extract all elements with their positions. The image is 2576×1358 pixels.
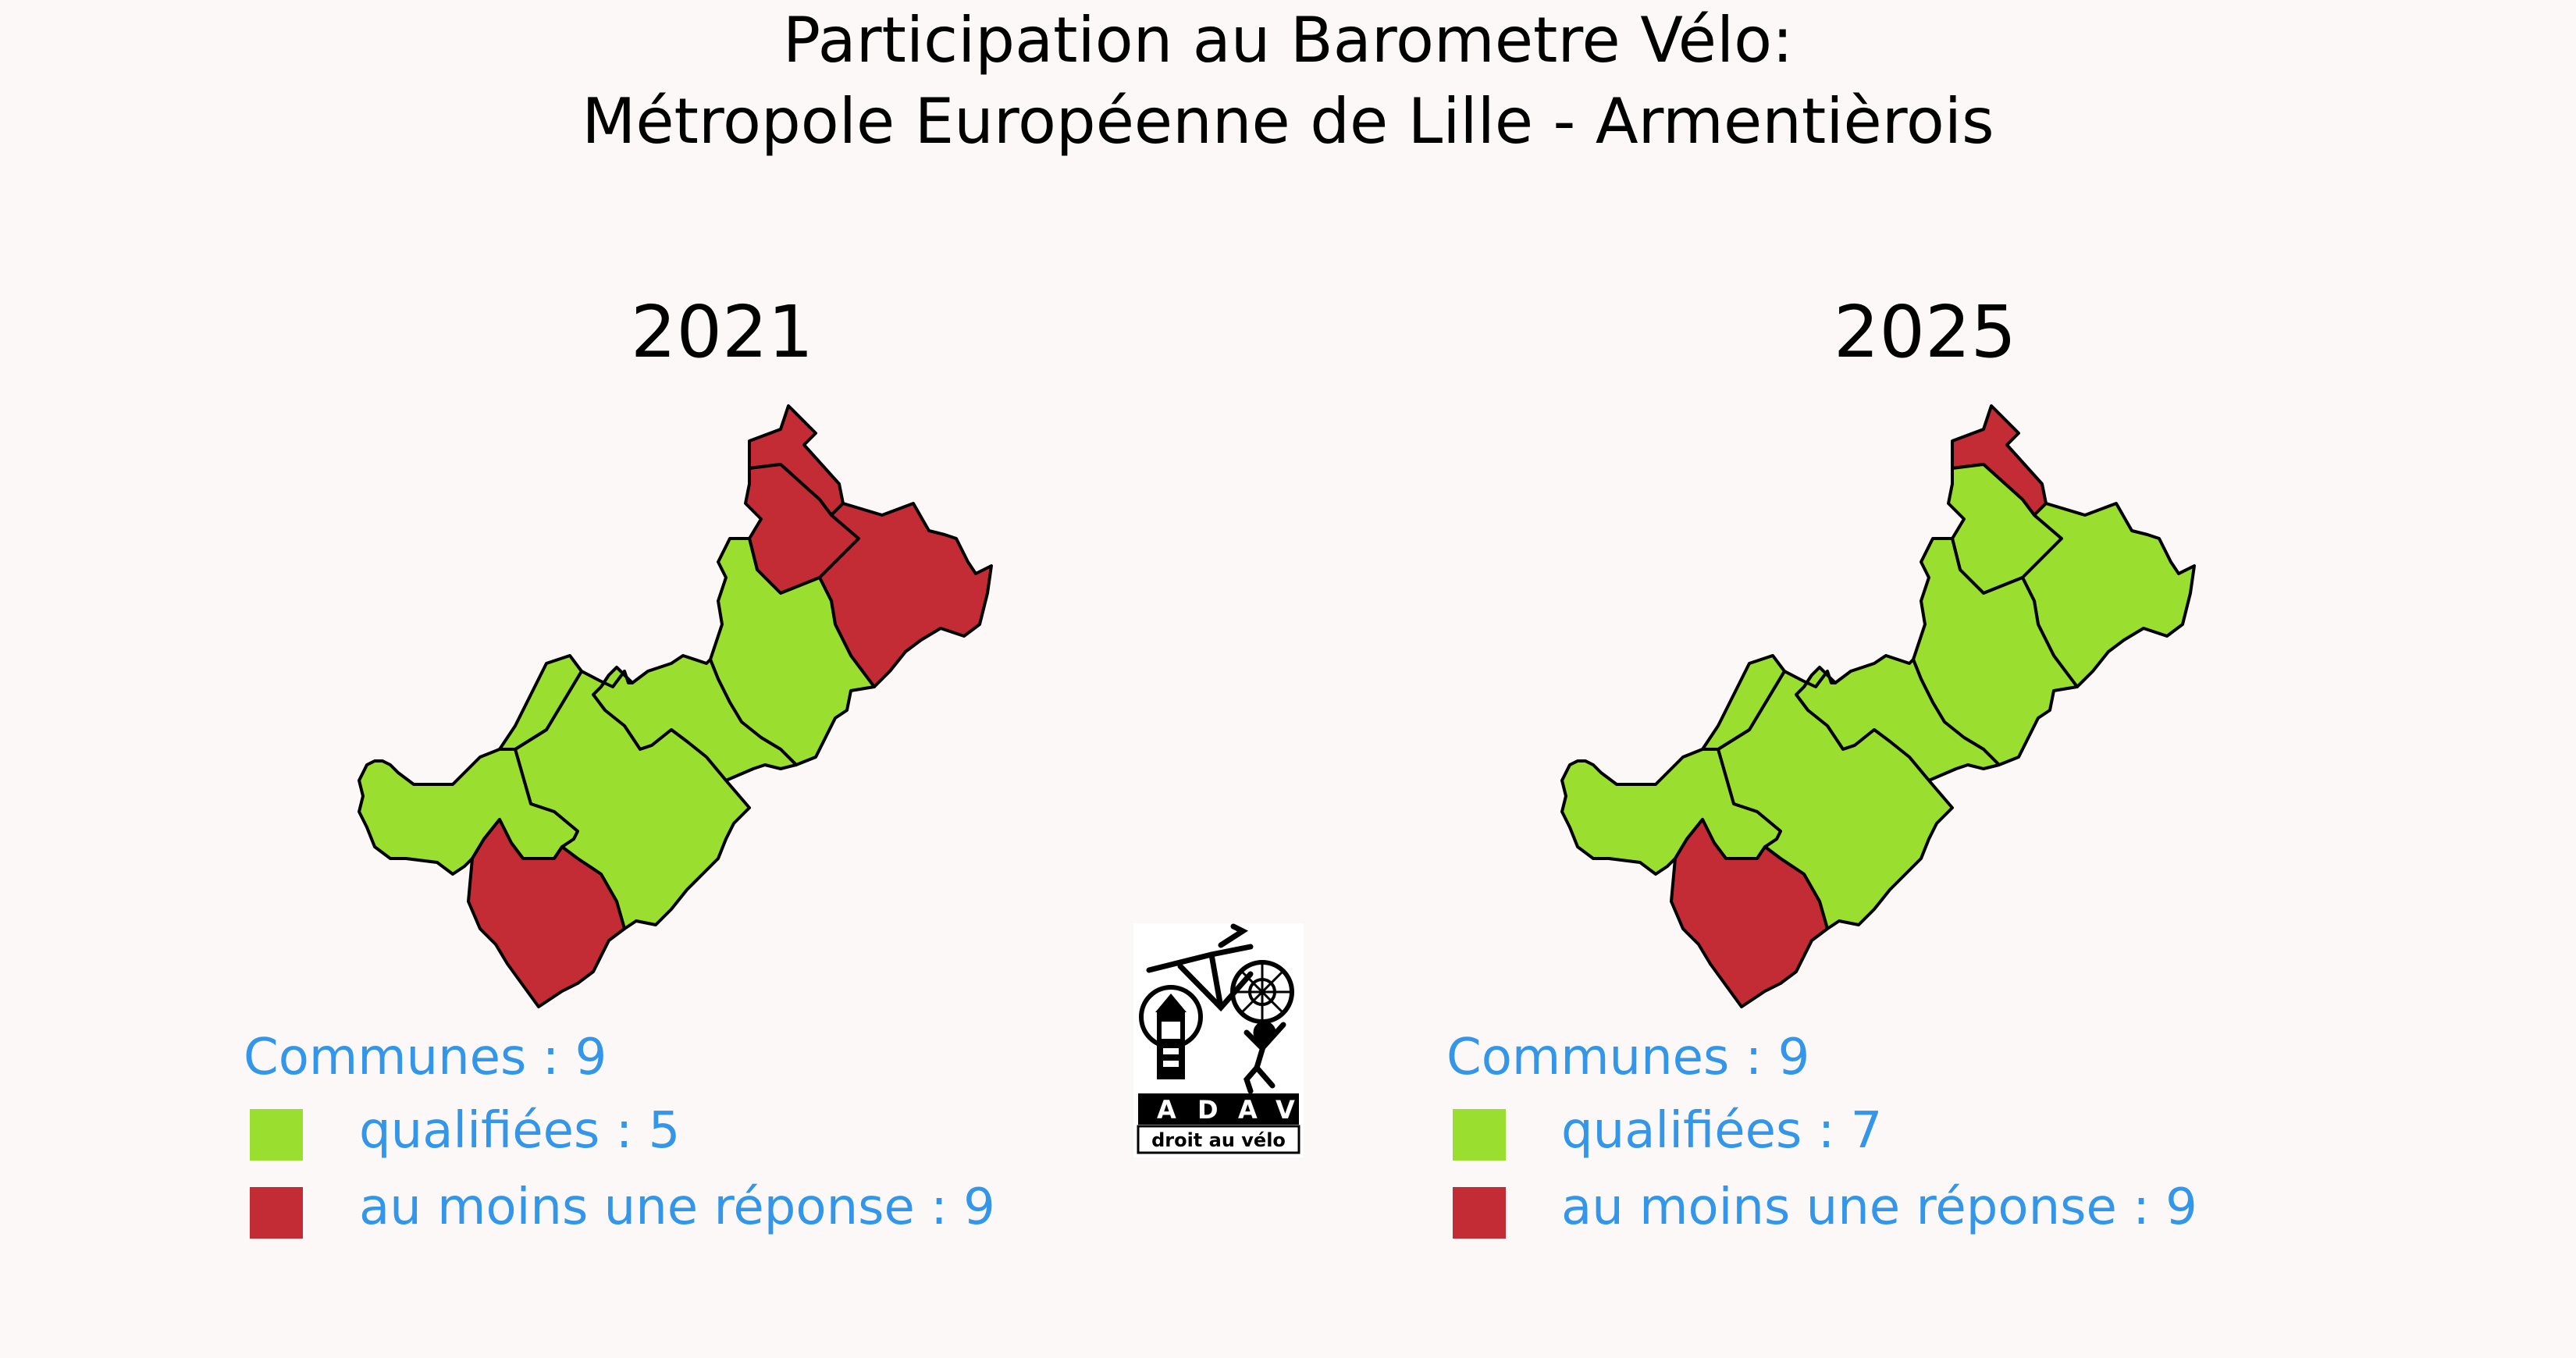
legend-swatch-response — [1453, 1187, 1506, 1239]
title-line-2: Métropole Européenne de Lille - Armentiè… — [582, 85, 1994, 158]
legend-communes-count: Communes : 9 — [244, 1029, 607, 1086]
legend-swatch-qualified — [1453, 1109, 1506, 1161]
legend-swatch-response — [250, 1187, 303, 1239]
logo-tagline: droit au vélo — [1151, 1129, 1286, 1151]
legend-communes-count: Communes : 9 — [1446, 1029, 1810, 1086]
legend-qualified-label: qualifiées : 7 — [1561, 1102, 1883, 1160]
legend-qualified-label: qualifiées : 5 — [359, 1102, 681, 1160]
year-label-2021: 2021 — [630, 290, 814, 374]
logo-letter: D — [1197, 1095, 1219, 1125]
logo-letter: V — [1276, 1095, 1295, 1125]
map-panel-2025 — [1560, 404, 2196, 1008]
map-title: Participation au Barometre Vélo: Métropo… — [0, 0, 2576, 162]
commune-qualified — [1701, 654, 1786, 751]
logo-letter: A — [1157, 1095, 1176, 1125]
commune-qualified — [1560, 748, 1782, 876]
commune-response — [1670, 818, 1829, 1008]
adav-logo: A D A V droit au vélo — [1133, 923, 1304, 1157]
legend-response-label: au moins une réponse : 9 — [1561, 1178, 2197, 1236]
logo-letter: A — [1238, 1095, 1258, 1125]
legend-swatch-qualified — [250, 1109, 303, 1161]
commune-qualified — [358, 748, 579, 876]
commune-response — [467, 818, 626, 1008]
legend-response-label: au moins une réponse : 9 — [359, 1178, 995, 1236]
map-panel-2021 — [358, 404, 993, 1008]
year-label-2025: 2025 — [1833, 290, 2017, 374]
title-line-1: Participation au Barometre Vélo: — [782, 4, 1794, 76]
commune-qualified — [498, 654, 583, 751]
